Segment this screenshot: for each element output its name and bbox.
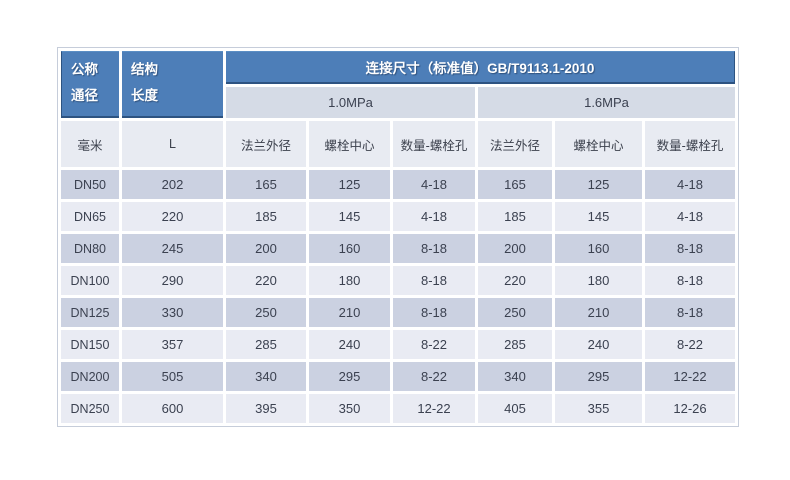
row-label: DN200 xyxy=(61,362,119,391)
table-cell: 285 xyxy=(478,330,552,359)
table-cell: 125 xyxy=(555,170,642,199)
table-cell: 350 xyxy=(309,394,390,423)
header-row-units: 毫米 L 法兰外径 螺栓中心 数量-螺栓孔 法兰外径 螺栓中心 数量-螺栓孔 xyxy=(61,121,735,167)
table-cell: 4-18 xyxy=(645,170,735,199)
structure-length-line1: 结构 xyxy=(131,62,158,77)
table-cell: 8-18 xyxy=(393,234,475,263)
table-row-dn250: DN250 600 395 350 12-22 405 355 12-26 xyxy=(61,394,735,423)
row-label: DN65 xyxy=(61,202,119,231)
header-row-pressure: 1.0MPa 1.6MPa xyxy=(61,87,735,118)
row-label: DN100 xyxy=(61,266,119,295)
table-cell: 210 xyxy=(555,298,642,327)
table-cell: 330 xyxy=(122,298,223,327)
table-cell: 12-22 xyxy=(645,362,735,391)
table-cell: 4-18 xyxy=(393,202,475,231)
table-cell: 210 xyxy=(309,298,390,327)
column-header-qty-bolt-hole-2: 数量-螺栓孔 xyxy=(645,121,735,167)
table-cell: 202 xyxy=(122,170,223,199)
row-label: DN50 xyxy=(61,170,119,199)
column-header-mm: 毫米 xyxy=(61,121,119,167)
table-cell: 160 xyxy=(309,234,390,263)
connection-dimensions-title: 连接尺寸（标准值）GB/T9113.1-2010 xyxy=(226,51,735,85)
column-header-flange-od-1: 法兰外径 xyxy=(226,121,306,167)
table-cell: 395 xyxy=(226,394,306,423)
table-cell: 405 xyxy=(478,394,552,423)
column-header-l: L xyxy=(122,121,223,167)
header-row-title: 公称 通径 结构 长度 连接尺寸（标准值）GB/T9113.1-2010 xyxy=(61,51,735,118)
table-cell: 295 xyxy=(309,362,390,391)
table-cell: 340 xyxy=(226,362,306,391)
table-cell: 240 xyxy=(309,330,390,359)
table-cell: 12-22 xyxy=(393,394,475,423)
table-cell: 4-18 xyxy=(393,170,475,199)
table-row-dn100: DN100 290 220 180 8-18 220 180 8-18 xyxy=(61,266,735,295)
table-cell: 8-18 xyxy=(393,266,475,295)
table-cell: 165 xyxy=(478,170,552,199)
row-label: DN125 xyxy=(61,298,119,327)
row-label: DN250 xyxy=(61,394,119,423)
spec-table-container: 公称 通径 结构 长度 连接尺寸（标准值）GB/T9113.1-2010 1.0… xyxy=(57,47,739,427)
structure-length-line2: 长度 xyxy=(131,88,158,103)
table-cell: 165 xyxy=(226,170,306,199)
structure-length-header: 结构 长度 xyxy=(122,51,223,118)
pressure-group-1-6mpa: 1.6MPa xyxy=(478,87,735,118)
table-cell: 8-18 xyxy=(645,298,735,327)
table-cell: 220 xyxy=(122,202,223,231)
column-header-qty-bolt-hole-1: 数量-螺栓孔 xyxy=(393,121,475,167)
table-cell: 200 xyxy=(478,234,552,263)
table-cell: 4-18 xyxy=(645,202,735,231)
table-cell: 8-22 xyxy=(393,330,475,359)
table-cell: 185 xyxy=(478,202,552,231)
table-cell: 600 xyxy=(122,394,223,423)
table-cell: 220 xyxy=(226,266,306,295)
table-cell: 200 xyxy=(226,234,306,263)
table-cell: 160 xyxy=(555,234,642,263)
table-cell: 355 xyxy=(555,394,642,423)
table-cell: 505 xyxy=(122,362,223,391)
table-cell: 180 xyxy=(309,266,390,295)
table-cell: 240 xyxy=(555,330,642,359)
table-cell: 185 xyxy=(226,202,306,231)
table-row-dn200: DN200 505 340 295 8-22 340 295 12-22 xyxy=(61,362,735,391)
table-cell: 295 xyxy=(555,362,642,391)
table-cell: 125 xyxy=(309,170,390,199)
pressure-group-1-0mpa: 1.0MPa xyxy=(226,87,475,118)
column-header-bolt-center-2: 螺栓中心 xyxy=(555,121,642,167)
table-cell: 220 xyxy=(478,266,552,295)
table-cell: 290 xyxy=(122,266,223,295)
nominal-diameter-line1: 公称 xyxy=(71,62,98,77)
table-cell: 340 xyxy=(478,362,552,391)
nominal-diameter-line2: 通径 xyxy=(71,88,98,103)
table-cell: 250 xyxy=(226,298,306,327)
table-cell: 8-18 xyxy=(645,266,735,295)
table-row-dn65: DN65 220 185 145 4-18 185 145 4-18 xyxy=(61,202,735,231)
table-cell: 145 xyxy=(555,202,642,231)
table-cell: 180 xyxy=(555,266,642,295)
table-cell: 12-26 xyxy=(645,394,735,423)
row-label: DN80 xyxy=(61,234,119,263)
table-cell: 8-18 xyxy=(645,234,735,263)
flange-spec-table: 公称 通径 结构 长度 连接尺寸（标准值）GB/T9113.1-2010 1.0… xyxy=(58,48,738,426)
table-cell: 145 xyxy=(309,202,390,231)
table-cell: 8-22 xyxy=(393,362,475,391)
table-cell: 357 xyxy=(122,330,223,359)
table-row-dn125: DN125 330 250 210 8-18 250 210 8-18 xyxy=(61,298,735,327)
row-label: DN150 xyxy=(61,330,119,359)
table-cell: 250 xyxy=(478,298,552,327)
table-cell: 8-22 xyxy=(645,330,735,359)
table-cell: 285 xyxy=(226,330,306,359)
nominal-diameter-header: 公称 通径 xyxy=(61,51,119,118)
column-header-flange-od-2: 法兰外径 xyxy=(478,121,552,167)
table-row-dn150: DN150 357 285 240 8-22 285 240 8-22 xyxy=(61,330,735,359)
column-header-bolt-center-1: 螺栓中心 xyxy=(309,121,390,167)
table-row-dn50: DN50 202 165 125 4-18 165 125 4-18 xyxy=(61,170,735,199)
table-row-dn80: DN80 245 200 160 8-18 200 160 8-18 xyxy=(61,234,735,263)
table-cell: 245 xyxy=(122,234,223,263)
table-cell: 8-18 xyxy=(393,298,475,327)
